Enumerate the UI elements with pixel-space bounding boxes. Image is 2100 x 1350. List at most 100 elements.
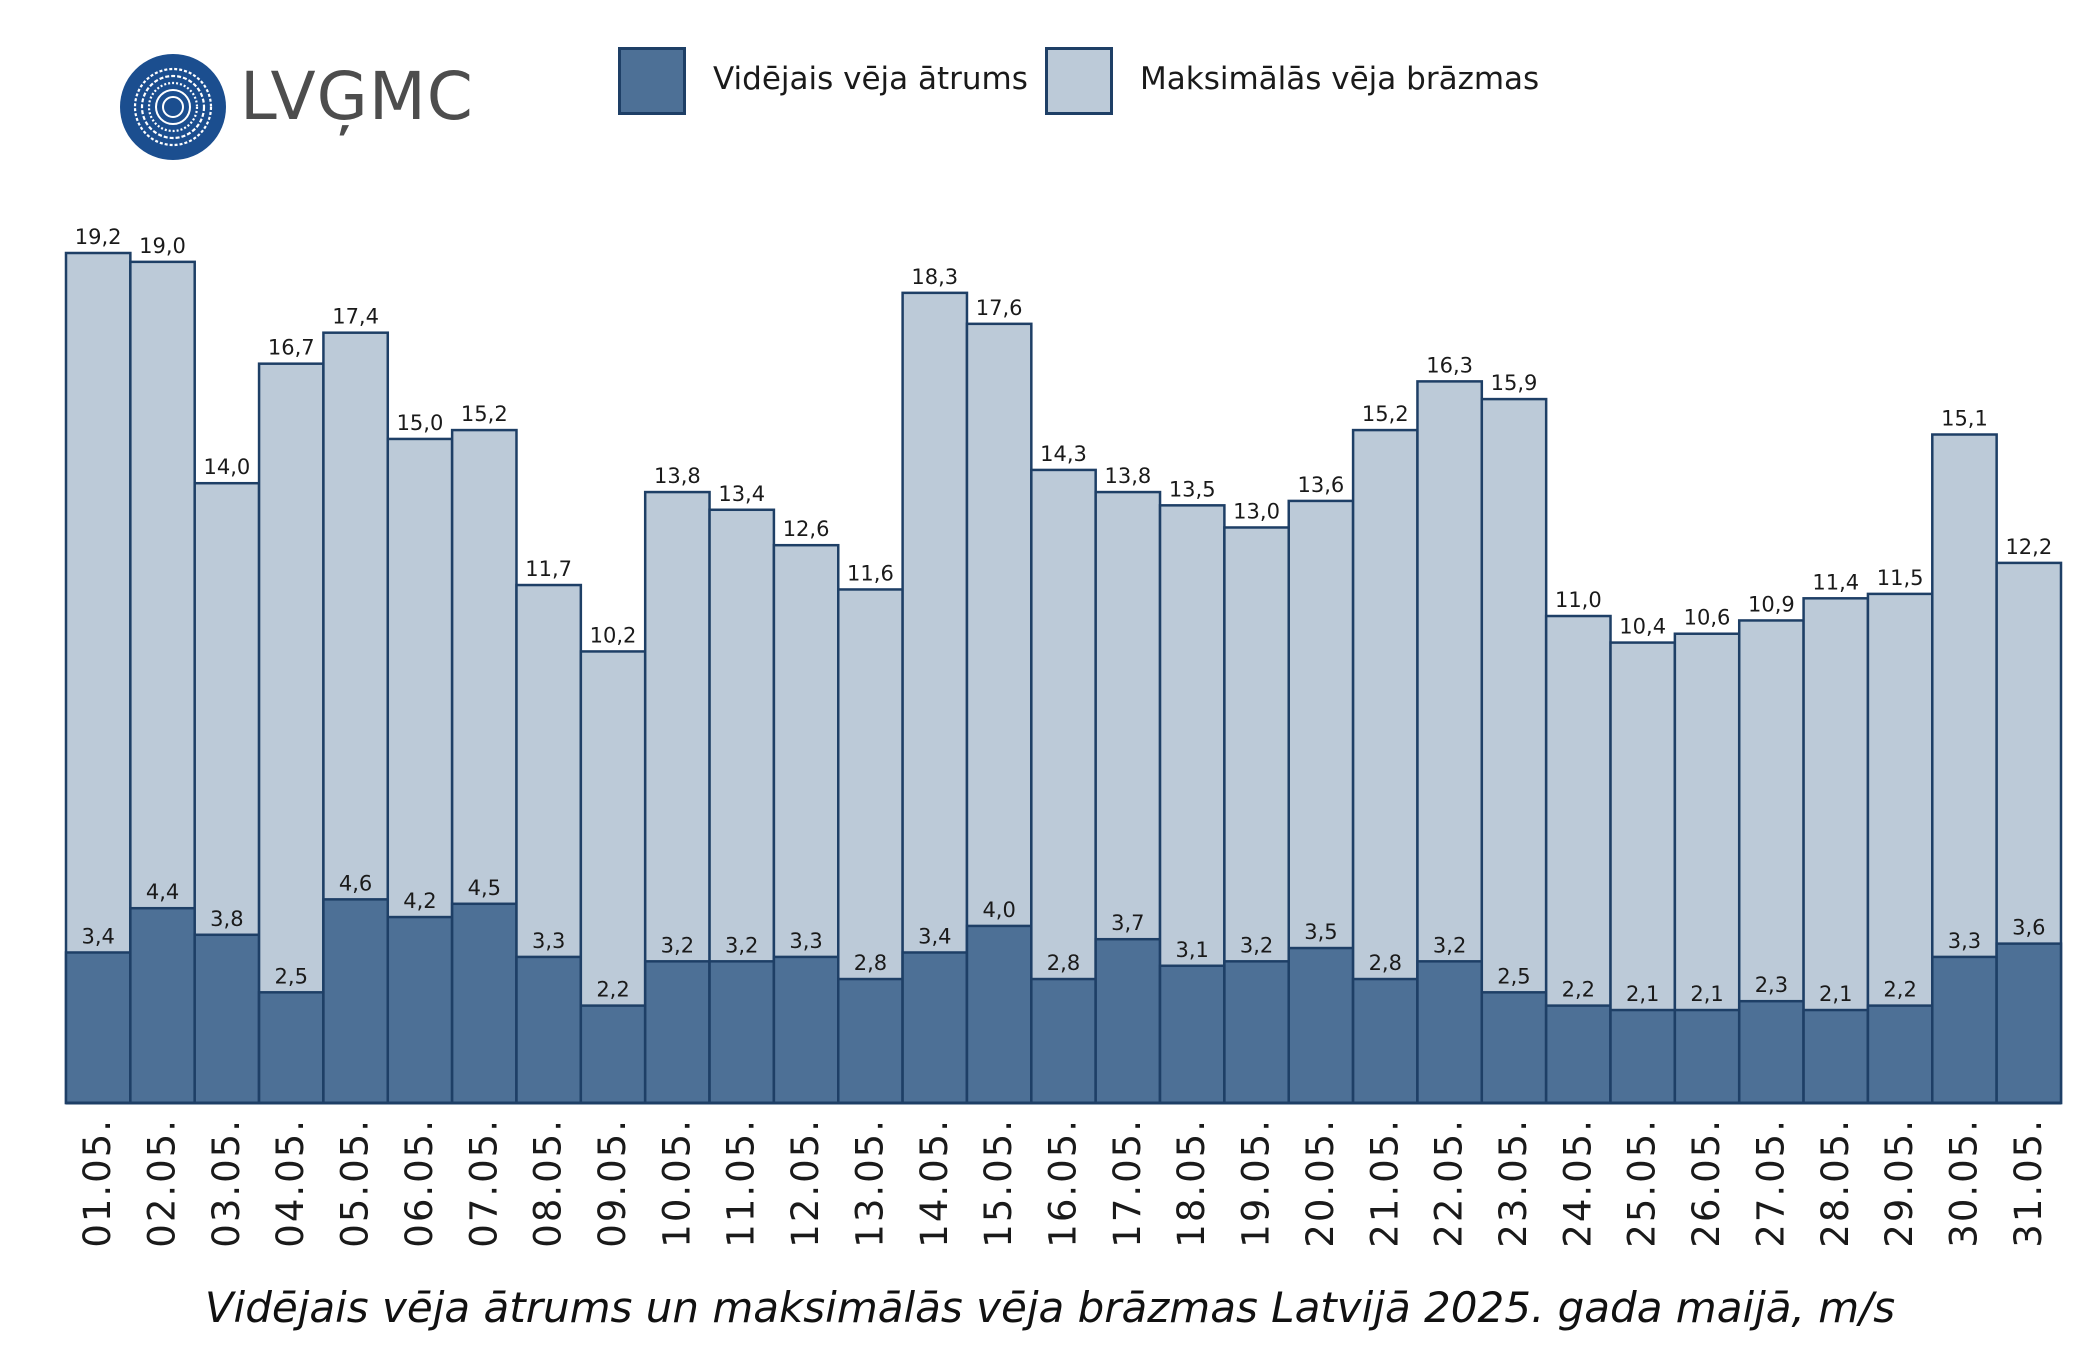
label-gust-11.05.: 13,4 [718,482,765,506]
label-gust-23.05.: 15,9 [1491,371,1538,395]
legend-label-gusts: Maksimālās vēja brāzmas [1140,61,1540,97]
legend-swatch-average [618,47,686,115]
label-average-07.05.: 4,5 [468,876,501,900]
label-average-14.05.: 3,4 [918,924,951,948]
label-average-12.05.: 3,3 [789,929,822,953]
label-gust-22.05.: 16,3 [1426,353,1473,377]
label-average-13.05.: 2,8 [854,951,887,975]
x-tick-label-28.05.: 28.05. [1814,1118,1857,1248]
label-average-27.05.: 2,3 [1755,973,1788,997]
bar-average-28.05. [1802,1008,1870,1105]
x-tick-label-25.05.: 25.05. [1621,1118,1664,1248]
label-average-11.05.: 3,2 [725,933,758,957]
label-average-16.05.: 2,8 [1047,951,1080,975]
label-gust-06.05.: 15,0 [397,411,444,435]
label-gust-29.05.: 11,5 [1877,566,1924,590]
bar-average-15.05. [965,924,1033,1105]
x-tick-label-06.05.: 06.05. [398,1118,441,1248]
label-gust-21.05.: 15,2 [1362,402,1409,426]
label-average-23.05.: 2,5 [1497,964,1530,988]
x-tick-label-20.05.: 20.05. [1299,1118,1342,1248]
bar-average-29.05. [1866,1004,1934,1105]
x-tick-label-09.05.: 09.05. [591,1118,634,1248]
label-gust-18.05.: 13,5 [1169,477,1216,501]
x-tick-label-17.05.: 17.05. [1106,1118,1149,1248]
label-average-05.05.: 4,6 [339,871,372,895]
bar-average-22.05. [1416,960,1484,1105]
x-tick-label-22.05.: 22.05. [1428,1118,1471,1248]
lvgmc-logo: LVĢMC [118,52,478,172]
label-average-15.05.: 4,0 [982,898,1015,922]
x-tick-label-04.05.: 04.05. [269,1118,312,1248]
bar-average-18.05. [1158,964,1226,1105]
bars-layer [64,251,2063,1105]
label-gust-16.05.: 14,3 [1040,442,1087,466]
label-gust-27.05.: 10,9 [1748,592,1795,616]
bar-average-01.05. [64,951,132,1105]
label-gust-25.05.: 10,4 [1619,615,1666,639]
x-tick-label-11.05.: 11.05. [720,1118,763,1248]
bar-average-27.05. [1737,999,1805,1105]
bar-average-31.05. [1995,942,2063,1105]
x-tick-label-23.05.: 23.05. [1492,1118,1535,1248]
bar-average-25.05. [1609,1008,1677,1105]
label-average-30.05.: 3,3 [1948,929,1981,953]
label-average-25.05.: 2,1 [1626,982,1659,1006]
x-tick-label-01.05.: 01.05. [76,1118,119,1248]
bar-average-30.05. [1931,955,1998,1105]
bar-average-24.05. [1544,1004,1612,1105]
label-gust-26.05.: 10,6 [1684,606,1731,630]
x-tick-label-02.05.: 02.05. [141,1118,184,1248]
label-gust-24.05.: 11,0 [1555,588,1602,612]
bar-average-13.05. [837,977,904,1105]
label-gust-08.05.: 11,7 [525,557,572,581]
label-average-24.05.: 2,2 [1562,978,1595,1002]
x-tick-label-12.05.: 12.05. [784,1118,827,1248]
logo-text: LVĢMC [240,58,474,135]
label-gust-12.05.: 12,6 [783,517,830,541]
x-tick-label-07.05.: 07.05. [462,1118,505,1248]
bar-average-12.05. [772,955,840,1105]
x-tick-label-05.05.: 05.05. [334,1118,377,1248]
label-average-29.05.: 2,2 [1883,978,1916,1002]
label-average-04.05.: 2,5 [275,964,308,988]
x-tick-label-14.05.: 14.05. [913,1118,956,1248]
label-average-09.05.: 2,2 [596,978,629,1002]
label-gust-05.05.: 17,4 [332,305,379,329]
bar-average-06.05. [386,915,454,1105]
bar-average-02.05. [129,906,196,1105]
bar-average-10.05. [643,960,711,1105]
bar-average-21.05. [1351,977,1419,1105]
x-tick-label-29.05.: 29.05. [1878,1118,1921,1248]
x-tick-label-13.05.: 13.05. [848,1118,891,1248]
label-gust-01.05.: 19,2 [75,225,122,249]
label-average-26.05.: 2,1 [1690,982,1723,1006]
label-average-01.05.: 3,4 [81,924,114,948]
label-average-28.05.: 2,1 [1819,982,1852,1006]
label-gust-28.05.: 11,4 [1812,570,1859,594]
label-average-22.05.: 3,2 [1433,933,1466,957]
logo-emblem-icon [120,54,226,160]
label-average-02.05.: 4,4 [146,880,179,904]
bar-average-11.05. [708,960,776,1105]
x-tick-label-24.05.: 24.05. [1556,1118,1599,1248]
label-gust-07.05.: 15,2 [461,402,508,426]
x-tick-label-15.05.: 15.05. [977,1118,1020,1248]
x-tick-label-21.05.: 21.05. [1363,1118,1406,1248]
label-average-17.05.: 3,7 [1111,911,1144,935]
label-average-31.05.: 3,6 [2012,916,2045,940]
label-gust-02.05.: 19,0 [139,234,186,258]
label-average-21.05.: 2,8 [1369,951,1402,975]
x-tick-label-18.05.: 18.05. [1170,1118,1213,1248]
x-tick-label-27.05.: 27.05. [1749,1118,1792,1248]
label-gust-15.05.: 17,6 [976,296,1023,320]
x-tick-label-08.05.: 08.05. [527,1118,570,1248]
label-gust-13.05.: 11,6 [847,561,894,585]
bar-average-23.05. [1480,991,1548,1105]
bar-average-04.05. [257,991,325,1105]
bar-average-09.05. [579,1004,647,1105]
label-average-06.05.: 4,2 [403,889,436,913]
bar-average-16.05. [1030,977,1097,1105]
bar-average-26.05. [1673,1008,1741,1105]
